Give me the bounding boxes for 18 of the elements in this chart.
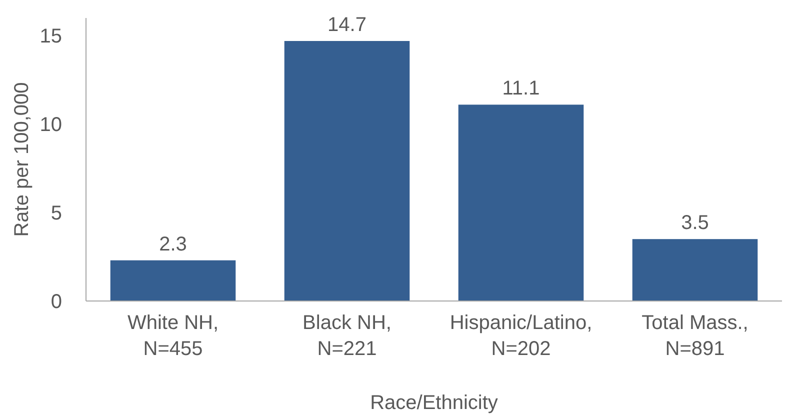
bar [284,40,410,301]
y-tick-label: 5 [50,202,62,225]
bar [458,104,584,301]
y-tick-label: 0 [50,291,62,313]
y-tick-label: 10 [40,114,62,136]
bar [110,260,236,301]
data-label: 3.5 [681,212,709,234]
y-tick-label: 15 [40,26,62,48]
data-label: 14.7 [328,14,366,36]
x-tick-label: Total Mass., N=891 [642,312,748,360]
y-axis-title: Rate per 100,000 [11,82,33,237]
bar [632,239,758,301]
x-axis-title: Race/Ethnicity [370,392,498,414]
x-tick-label: White NH, N=455 [127,312,219,360]
x-tick-label: Hispanic/Latino, N=202 [450,312,592,360]
data-label: 2.3 [159,233,187,256]
data-label: 11.1 [502,78,540,100]
x-tick-label: Black NH, N=221 [302,312,392,360]
